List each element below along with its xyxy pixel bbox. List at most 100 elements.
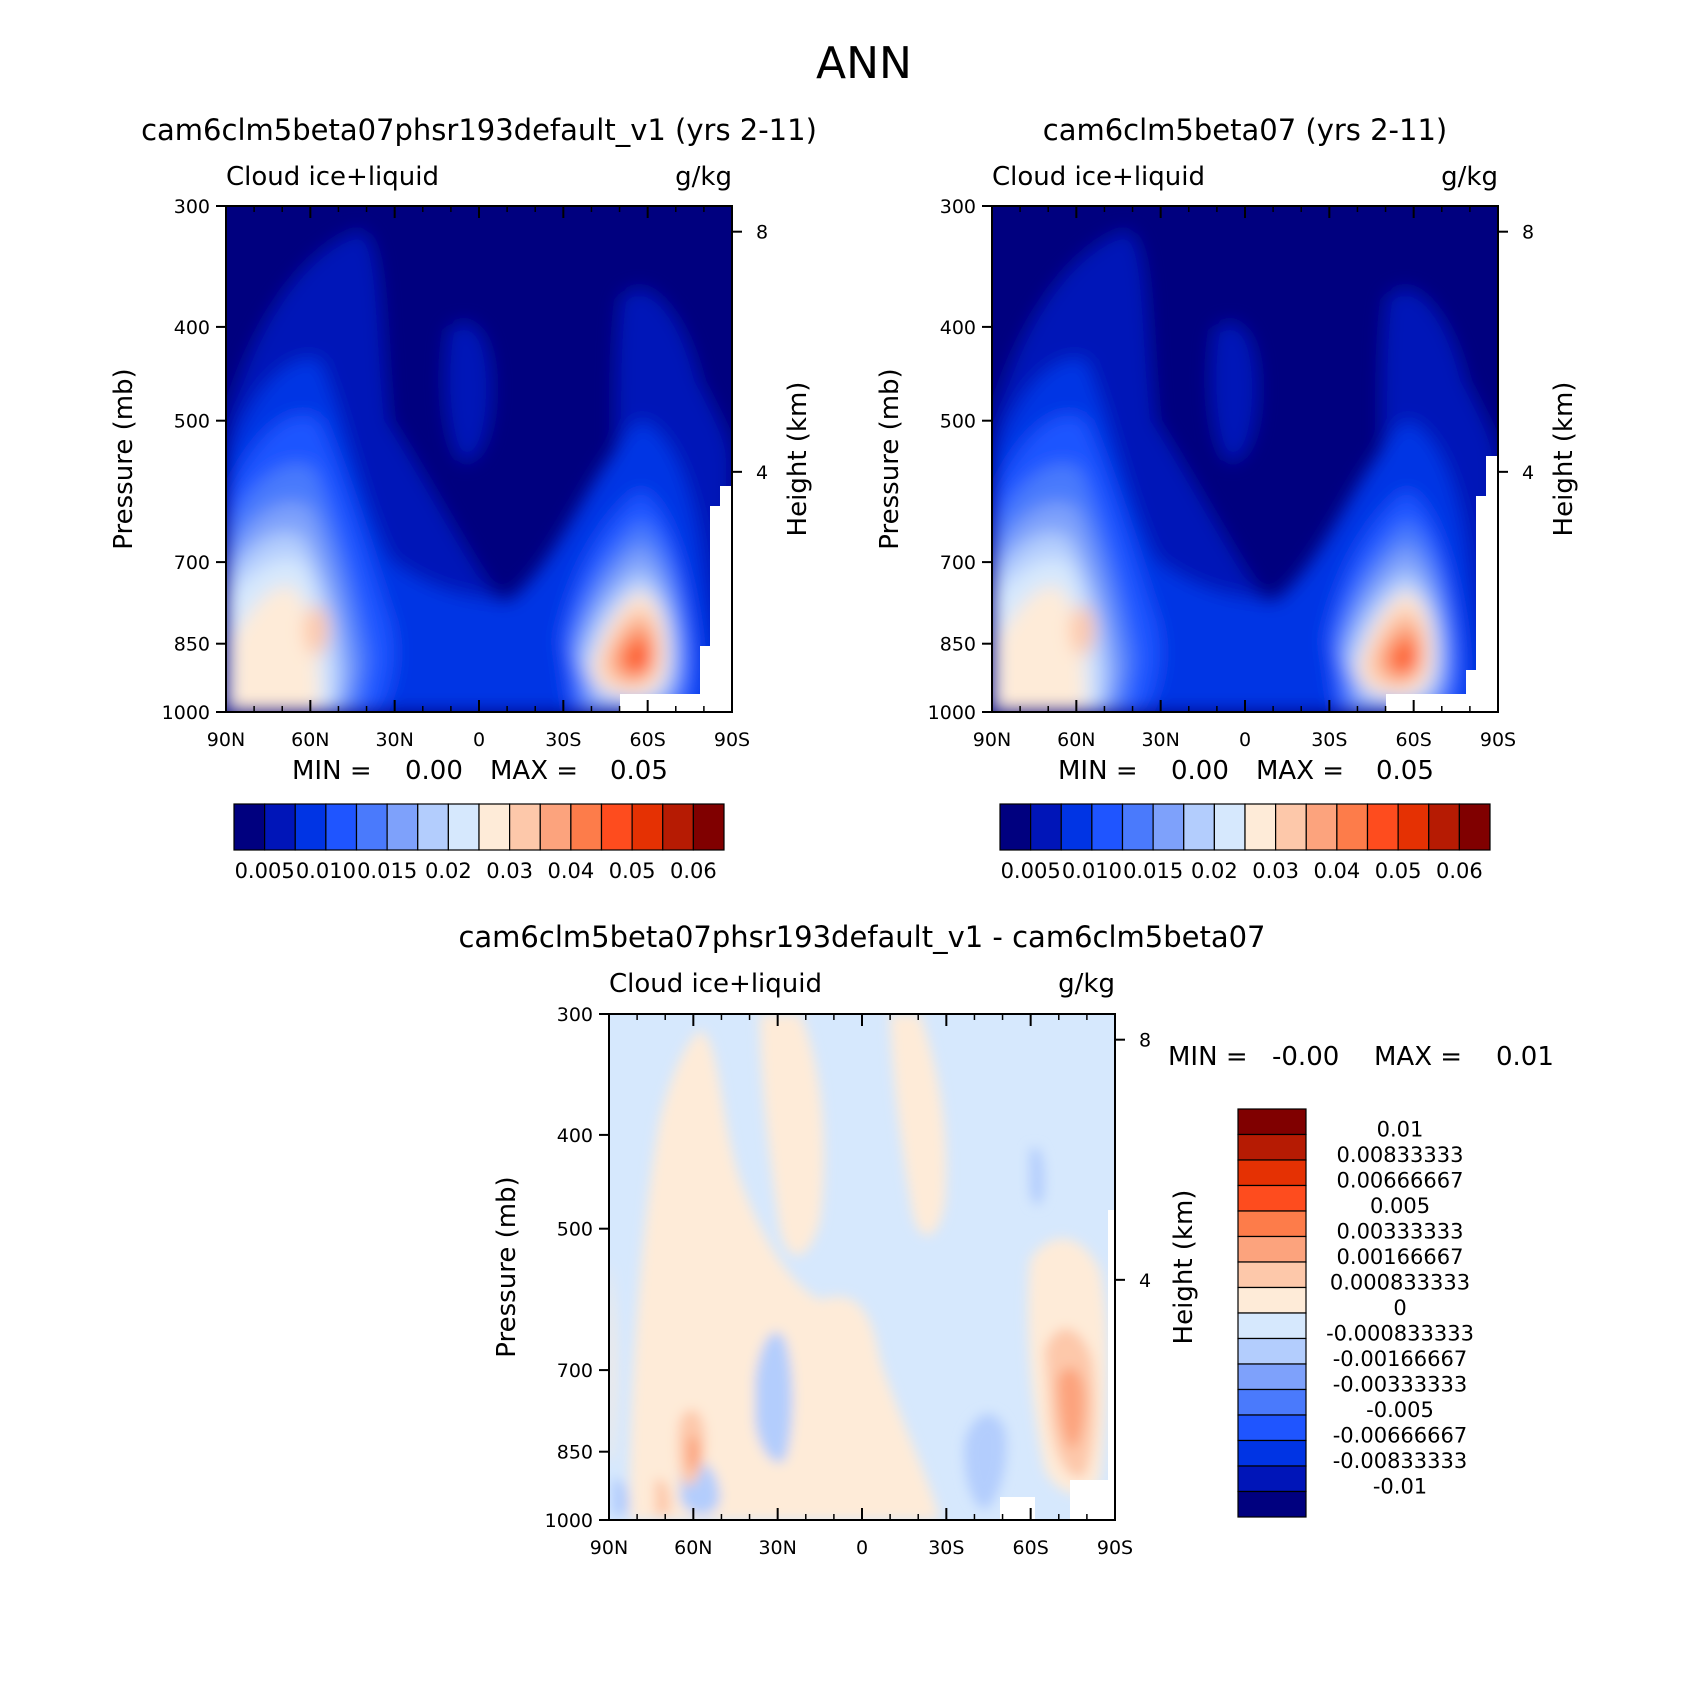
- colorbar-label: 0.015: [357, 859, 417, 883]
- colorbar-box: [1237, 1363, 1307, 1391]
- colorbar-box: [325, 803, 358, 851]
- colorbar-label: 0.05: [1375, 859, 1422, 883]
- colorbar-box: [1237, 1337, 1307, 1365]
- max-value: 0.05: [610, 756, 668, 786]
- y-tick-label: 400: [557, 1125, 593, 1147]
- colorbar-box: [1183, 803, 1215, 851]
- colorbar-label: -0.005: [1366, 1398, 1434, 1422]
- y-axis-title: Pressure (mb): [875, 368, 905, 549]
- colorbar-label: 0.03: [486, 859, 533, 883]
- y-tick-label: 700: [940, 552, 976, 574]
- colorbar-box: [1237, 1465, 1307, 1493]
- colorbar-box: [1060, 803, 1093, 851]
- max-label: MAX =: [1256, 756, 1344, 786]
- colorbar-box: [1336, 803, 1369, 851]
- colorbar-box: [1237, 1312, 1307, 1340]
- colorbar-label: 0: [1393, 1296, 1406, 1320]
- x-tick-label: 30S: [545, 729, 581, 751]
- colorbar-box: [1213, 803, 1246, 851]
- colorbar-box: [631, 803, 664, 851]
- y-tick-label: 700: [557, 1360, 593, 1382]
- y2-tick-label: 4: [756, 462, 768, 484]
- x-tick-label: 60N: [291, 729, 329, 751]
- colorbar-label: 0.04: [1313, 859, 1360, 883]
- colorbar-box: [1237, 1439, 1307, 1467]
- colorbar-box: [447, 803, 480, 851]
- x-tick-label: 0: [856, 1537, 868, 1559]
- colorbar-label: 0.010: [1062, 859, 1122, 883]
- colorbar-box: [600, 803, 633, 851]
- x-tick-label: 90N: [973, 729, 1011, 751]
- colorbar-label: 0.015: [1123, 859, 1183, 883]
- x-tick-label: 0: [473, 729, 485, 751]
- y-tick-label: 1000: [162, 702, 210, 724]
- colorbar-box: [539, 803, 572, 851]
- y2-tick-label: 8: [1139, 1030, 1151, 1052]
- x-tick-label: 30N: [375, 729, 413, 751]
- y2-tick-label: 4: [1139, 1270, 1151, 1292]
- colorbar-box: [1237, 1210, 1307, 1238]
- min-label: MIN =: [1168, 1042, 1248, 1072]
- y2-axis-title: Height (km): [1169, 1190, 1199, 1345]
- colorbar-label: 0.01: [1377, 1118, 1424, 1142]
- colorbar: 0.005 0.010 0.015 0.02 0.03 0.04 0.05 0.06: [999, 803, 1491, 883]
- x-tick-label: 60S: [1396, 729, 1432, 751]
- x-tick-label: 90N: [590, 1537, 628, 1559]
- colorbar-label: -0.00333333: [1333, 1373, 1468, 1397]
- y-axis-title: Pressure (mb): [492, 1176, 522, 1357]
- y-tick-label: 300: [174, 196, 210, 218]
- max-value: 0.01: [1496, 1042, 1554, 1072]
- colorbar-box: [417, 803, 449, 851]
- panel-difference: cam6clm5beta07phsr193default_v1 - cam6cl…: [458, 920, 1553, 1559]
- max-label: MAX =: [1374, 1042, 1462, 1072]
- colorbar-label: 0.06: [670, 859, 717, 883]
- x-tick-label: 0: [1239, 729, 1251, 751]
- panel-title: cam6clm5beta07phsr193default_v1 (yrs 2-1…: [141, 113, 817, 147]
- colorbar-label: 0.00833333: [1337, 1143, 1464, 1167]
- colorbar-label: 0.005: [1370, 1194, 1430, 1218]
- colorbar-label: 0.05: [609, 859, 656, 883]
- colorbar-label: -0.00833333: [1333, 1449, 1468, 1473]
- colorbar-label: 0.02: [425, 859, 472, 883]
- min-value: 0.00: [1171, 756, 1229, 786]
- variable-label: Cloud ice+liquid: [609, 969, 822, 999]
- y-tick-label: 700: [174, 552, 210, 574]
- colorbar-box: [1237, 1235, 1307, 1263]
- min-label: MIN =: [1058, 756, 1138, 786]
- panel-title: cam6clm5beta07phsr193default_v1 - cam6cl…: [458, 920, 1265, 954]
- colorbar-box: [1237, 1414, 1307, 1442]
- panel-test: cam6clm5beta07phsr193default_v1 (yrs 2-1…: [109, 113, 817, 883]
- y-tick-label: 400: [174, 317, 210, 339]
- y-tick-label: 500: [940, 411, 976, 433]
- colorbar-box: [662, 803, 694, 851]
- colorbar-label: 0.00333333: [1337, 1220, 1464, 1244]
- colorbar-box: [1244, 803, 1277, 851]
- colorbar-box: [999, 803, 1032, 851]
- colorbar-box: [233, 803, 266, 851]
- x-axis: 90N 60N 30N 0 30S 60S 90S 300 400 500 700 850 1000 8 4: [162, 196, 768, 751]
- contour-field: [609, 1014, 1115, 1520]
- panel-control: cam6clm5beta07 (yrs 2-11) Cloud ice+liqu…: [875, 113, 1579, 883]
- x-tick-label: 90S: [714, 729, 750, 751]
- x-tick-label: 30S: [1311, 729, 1347, 751]
- colorbar-box: [1397, 803, 1430, 851]
- colorbar-box: [1237, 1286, 1307, 1314]
- contour-field: [226, 206, 732, 712]
- x-tick-label: 90N: [207, 729, 245, 751]
- colorbar-box: [1237, 1108, 1307, 1136]
- x-tick-label: 60N: [674, 1537, 712, 1559]
- colorbar-label: 0.06: [1436, 859, 1483, 883]
- units-label: g/kg: [1441, 162, 1498, 192]
- max-label: MAX =: [490, 756, 578, 786]
- variable-label: Cloud ice+liquid: [226, 162, 439, 192]
- y-tick-label: 850: [940, 634, 976, 656]
- colorbar-label: 0.03: [1252, 859, 1299, 883]
- units-label: g/kg: [675, 162, 732, 192]
- colorbar-box: [1237, 1261, 1307, 1289]
- min-value: 0.00: [405, 756, 463, 786]
- x-tick-label: 30N: [758, 1537, 796, 1559]
- colorbar-label: 0.000833333: [1330, 1271, 1470, 1295]
- colorbar-box: [1237, 1490, 1307, 1518]
- x-tick-label: 90S: [1480, 729, 1516, 751]
